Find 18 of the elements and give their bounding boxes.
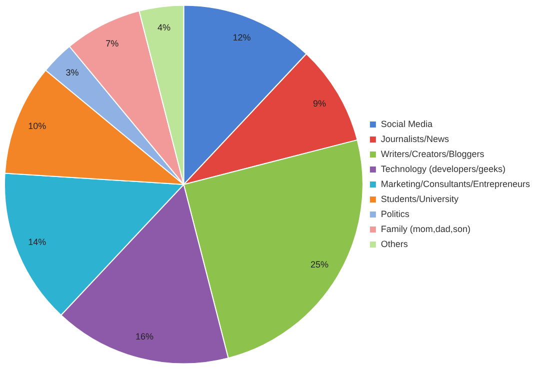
data-label: 7%	[106, 38, 119, 48]
legend-label: Technology (developers/geeks)	[380, 164, 506, 174]
legend-label: Journalists/News	[380, 134, 450, 144]
data-label: 16%	[135, 332, 154, 342]
legend-label: Social Media	[380, 118, 432, 129]
legend-label: Family (mom,dad,son)	[380, 224, 470, 234]
data-label: 3%	[66, 67, 79, 78]
data-label: 14%	[28, 237, 46, 248]
data-label: 25%	[310, 259, 328, 270]
data-label: 10%	[28, 120, 46, 131]
legend-label: Others	[380, 238, 408, 249]
legend-label: Marketing/Consultants/Entrepreneurs	[380, 178, 530, 189]
legend-label: Writers/Creators/Bloggers	[380, 148, 485, 159]
data-label: 9%	[312, 98, 326, 109]
legend-label: Politics	[380, 208, 410, 219]
legend-label: Students/University	[380, 194, 459, 204]
data-label: 4%	[157, 22, 170, 33]
data-label: 12%	[232, 32, 251, 42]
